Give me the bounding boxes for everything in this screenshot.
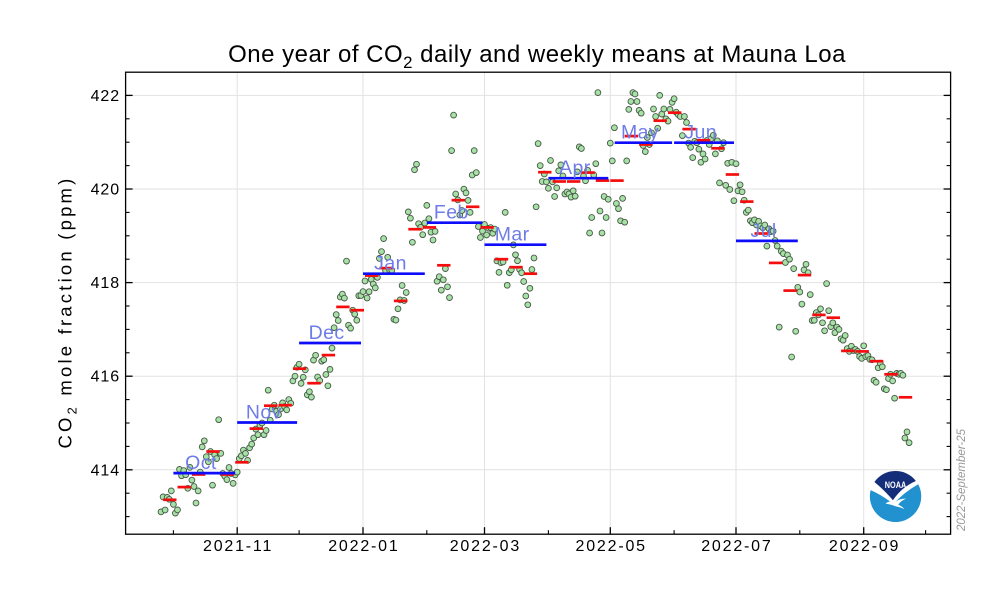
- svg-text:2022-07: 2022-07: [701, 538, 772, 555]
- svg-text:418: 418: [91, 275, 120, 292]
- svg-text:2022-03: 2022-03: [450, 538, 521, 555]
- svg-text:Jan: Jan: [374, 253, 407, 275]
- svg-text:2022-05: 2022-05: [576, 538, 647, 555]
- svg-text:NOAA: NOAA: [885, 480, 907, 491]
- svg-text:2022-01: 2022-01: [328, 538, 399, 555]
- svg-text:Nov: Nov: [246, 402, 282, 424]
- svg-text:420: 420: [91, 182, 120, 199]
- svg-text:Mar: Mar: [495, 224, 530, 246]
- svg-text:May: May: [621, 122, 659, 144]
- svg-text:Apr: Apr: [559, 157, 591, 179]
- svg-text:Dec: Dec: [309, 322, 345, 344]
- svg-text:2022-09: 2022-09: [829, 538, 900, 555]
- svg-text:422: 422: [91, 88, 120, 105]
- svg-text:Jul: Jul: [750, 220, 776, 242]
- svg-text:Feb: Feb: [434, 202, 469, 224]
- svg-text:Oct: Oct: [185, 452, 217, 474]
- svg-text:Jun: Jun: [684, 122, 717, 144]
- svg-text:416: 416: [91, 369, 120, 386]
- svg-text:414: 414: [91, 462, 120, 479]
- svg-text:2021-11: 2021-11: [203, 538, 273, 555]
